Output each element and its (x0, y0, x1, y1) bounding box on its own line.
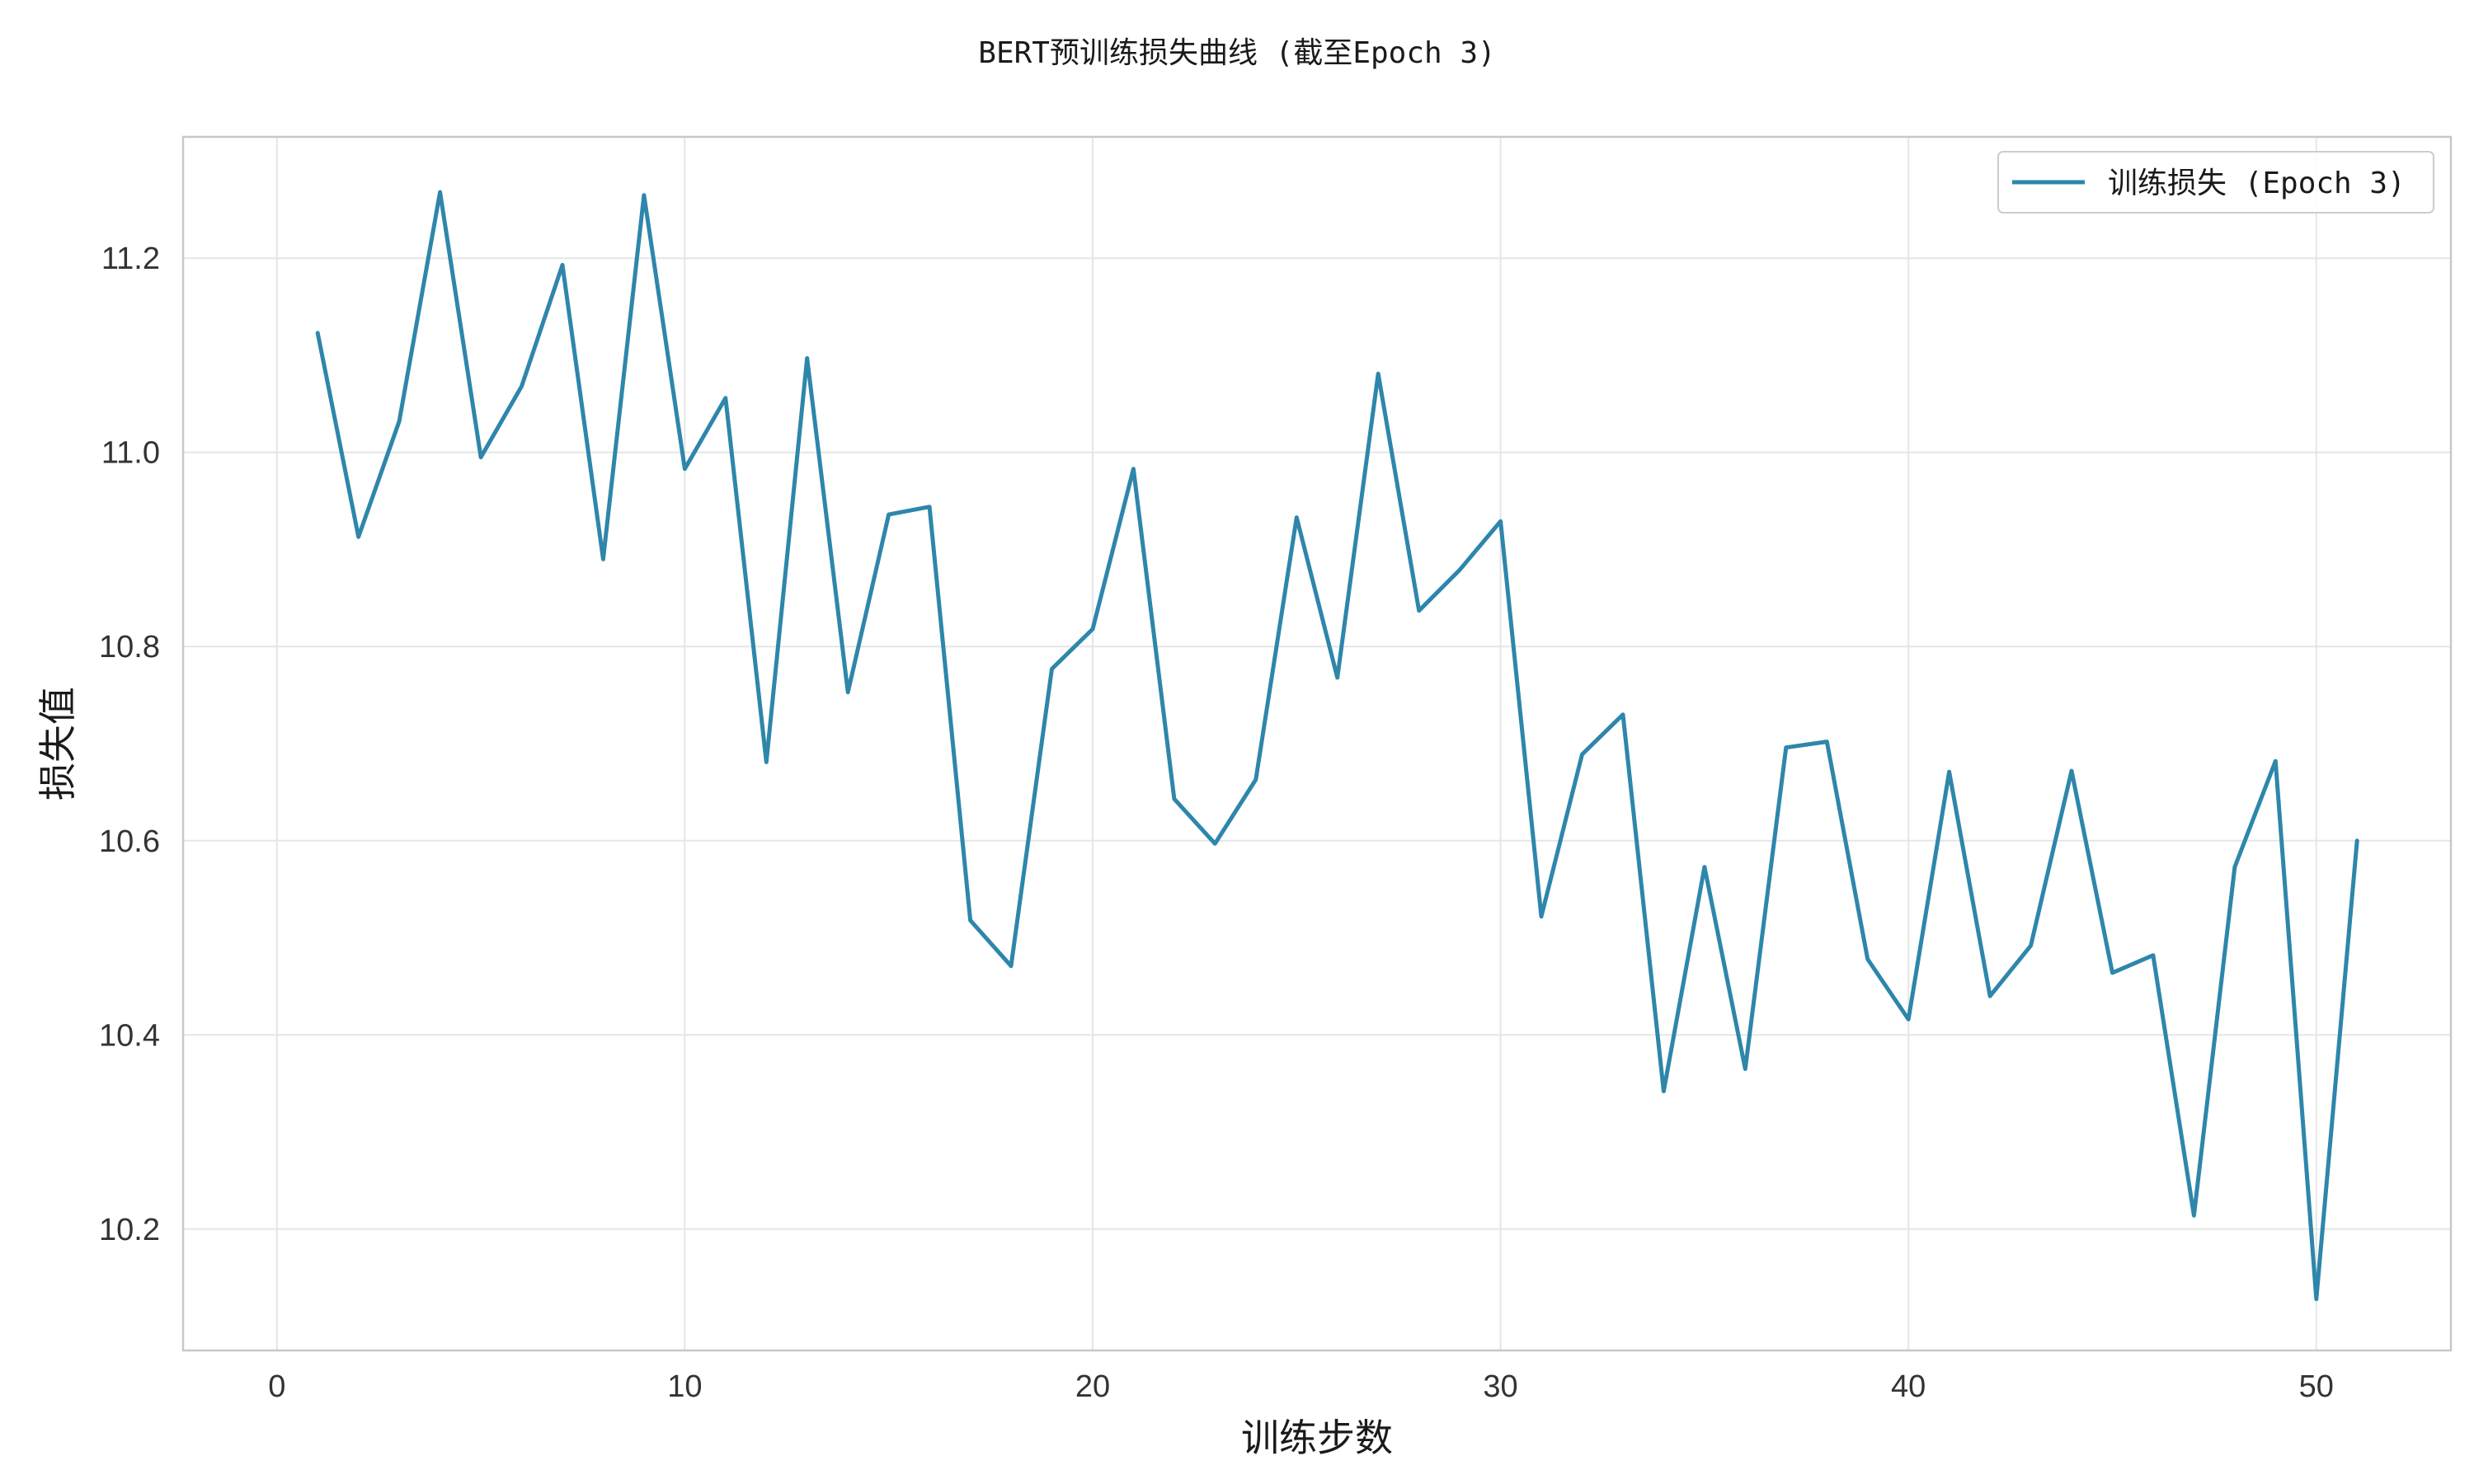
series-layer (315, 190, 2359, 1302)
x-tick-label: 30 (1483, 1369, 1517, 1404)
x-tick-label: 40 (1891, 1369, 1926, 1404)
y-tick-label: 10.4 (99, 1018, 160, 1053)
x-tick-label: 0 (268, 1369, 285, 1404)
legend-box (1997, 151, 2434, 214)
legend: 训练损失 (Epoch 3) (1997, 151, 2434, 214)
x-tick-label: 20 (1075, 1369, 1110, 1404)
y-tick-label: 10.2 (99, 1213, 160, 1247)
y-tick-label: 10.6 (99, 824, 160, 859)
plot-frame (181, 135, 2453, 1352)
x-tick-label: 10 (667, 1369, 702, 1404)
series-line (315, 190, 2359, 1302)
x-axis-label: 训练步数 (1241, 1416, 1393, 1460)
grid (183, 137, 2451, 1350)
y-axis: 10.2 10.4 10.6 10.8 11.0 11.2 (99, 242, 160, 1247)
y-tick-label: 11.0 (101, 436, 160, 471)
legend-label: 训练损失 (Epoch 3) (2108, 167, 2406, 200)
y-axis-label: 损失值 (35, 687, 80, 801)
y-tick-label: 11.2 (101, 242, 160, 276)
x-axis: 0 10 20 30 40 50 (268, 1369, 2334, 1404)
x-tick-label: 50 (2299, 1369, 2334, 1404)
chart-title: BERT预训练损失曲线 (截至Epoch 3) (978, 36, 1495, 70)
y-tick-label: 10.8 (99, 630, 160, 665)
